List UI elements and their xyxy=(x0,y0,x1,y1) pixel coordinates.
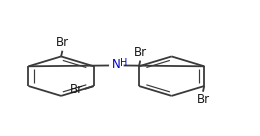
Text: Br: Br xyxy=(70,83,83,95)
Text: N: N xyxy=(112,58,121,71)
Text: Br: Br xyxy=(56,36,69,49)
Text: H: H xyxy=(120,58,127,68)
Text: Br: Br xyxy=(196,93,210,106)
Text: Br: Br xyxy=(134,46,147,59)
